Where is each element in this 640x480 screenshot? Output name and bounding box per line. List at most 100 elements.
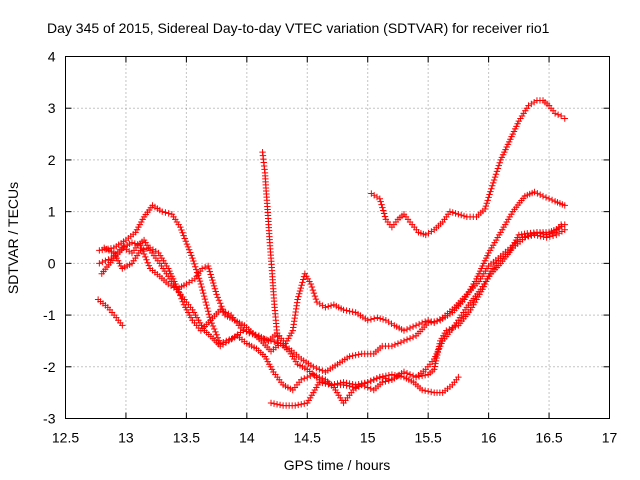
data-point-marker [177,223,184,231]
data-point-marker [205,265,213,272]
x-tick-label: 15.5 [415,430,442,446]
data-point-marker [190,257,197,265]
data-point-marker [418,386,426,394]
data-point-marker [427,318,435,325]
data-point-marker [316,366,323,373]
data-point-marker [180,232,187,239]
data-point-marker [296,287,304,295]
data-point-marker [208,319,215,327]
data-point-marker [343,382,350,389]
data-point-marker [415,320,423,328]
data-point-marker [346,307,353,315]
data-point-marker [361,380,368,387]
data-point-marker [301,375,308,382]
data-point-marker [394,372,402,380]
data-point-marker [406,335,414,342]
x-tick-label: 14.5 [294,430,321,446]
data-point-marker [313,364,320,372]
data-point-marker [449,209,456,216]
data-point-marker [225,310,232,317]
data-point-marker [165,210,172,217]
data-point-marker [340,306,347,314]
data-point-marker [418,372,426,380]
data-point-marker [96,247,103,254]
data-point-marker [198,283,205,291]
data-point-marker [373,193,381,201]
data-point-marker [370,376,377,383]
data-point-marker [307,372,314,380]
data-point-marker [380,207,387,214]
x-tick-label: 12.5 [52,430,79,446]
y-tick-label: -2 [43,359,56,375]
data-point-marker [400,327,408,334]
data-point-marker [199,286,206,294]
data-point-marker [385,318,392,326]
data-point-marker [201,264,209,271]
data-point-marker [521,230,528,238]
data-point-marker [446,208,454,215]
data-point-marker [355,351,362,358]
data-point-marker [275,340,282,347]
data-point-marker [543,231,550,239]
data-point-marker [391,341,399,349]
data-point-marker [294,296,301,303]
data-point-marker [379,316,387,323]
data-point-marker [370,192,378,199]
data-point-marker [196,277,204,285]
data-point-marker [382,317,390,324]
data-point-marker [219,307,227,315]
data-point-marker [178,295,185,302]
data-point-marker [436,340,443,347]
data-point-marker [204,307,212,315]
series-s4 [98,221,568,407]
data-point-marker [540,230,547,238]
data-point-marker [325,303,332,310]
data-point-marker [433,317,441,325]
data-point-marker [528,100,535,108]
data-point-marker [496,159,503,167]
data-point-marker [495,162,503,169]
data-point-marker [214,294,222,301]
data-point-marker [397,339,405,346]
data-point-marker [204,304,211,312]
data-point-marker [403,336,411,343]
data-point-marker [316,300,323,308]
data-point-marker [299,279,306,286]
data-point-marker [249,330,256,338]
data-point-marker [489,179,497,187]
data-point-marker [310,363,317,370]
data-point-marker [307,280,315,288]
data-point-marker [173,283,180,290]
data-point-marker [187,249,194,256]
data-point-marker [377,198,384,205]
axis-ticks [65,56,610,419]
data-point-marker [554,111,562,118]
data-point-marker [486,191,493,198]
data-point-marker [313,298,321,306]
data-point-marker [217,306,224,314]
data-point-marker [298,401,305,408]
data-point-marker [433,354,440,362]
data-point-marker [377,315,384,322]
data-point-marker [358,381,365,389]
data-point-marker [534,190,541,197]
data-point-marker [421,318,429,325]
x-tick-label: 14 [239,430,255,446]
data-point-marker [434,351,441,359]
data-point-marker [455,373,462,381]
data-point-marker [403,370,411,377]
data-point-marker [312,295,320,303]
data-point-marker [128,239,136,246]
data-point-marker [212,288,219,295]
data-point-marker [493,168,501,175]
data-point-marker [213,291,220,298]
data-point-marker [197,280,205,288]
data-point-marker [488,185,495,192]
data-point-marker [428,228,435,235]
series-s6 [267,221,565,409]
data-point-marker [209,322,217,330]
data-point-marker [210,325,218,333]
data-point-marker [355,382,362,390]
data-point-marker [370,315,378,322]
data-point-marker [557,112,565,120]
